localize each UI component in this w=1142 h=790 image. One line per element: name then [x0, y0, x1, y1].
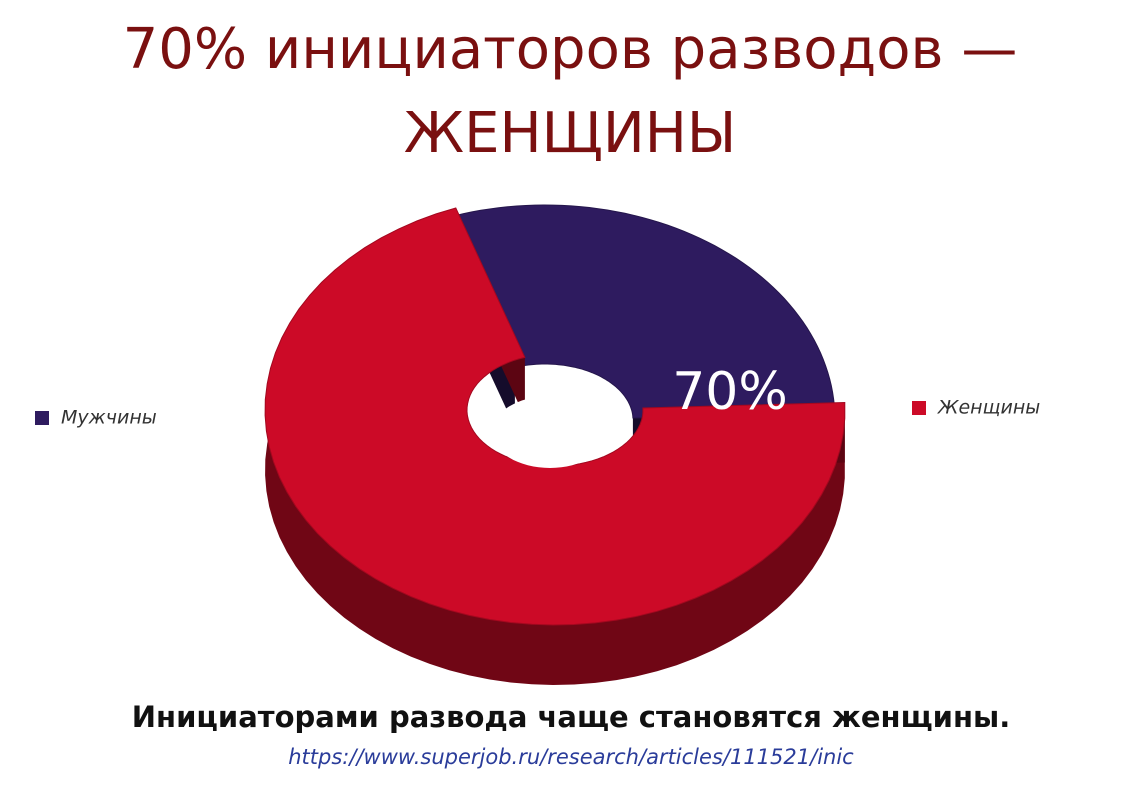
legend-label: Женщины	[937, 397, 1040, 419]
chart-title: 70% инициаторов разводов — ЖЕНЩИНЫ	[122, 17, 1018, 166]
donut-hole	[492, 396, 608, 468]
legend-swatch	[35, 411, 49, 425]
legend-swatch	[912, 401, 926, 415]
slice	[445, 204, 836, 419]
value-label: 70%	[672, 362, 788, 422]
source-link: https://www.superjob.ru/research/article…	[288, 745, 854, 769]
caption: Инициаторами развода чаще становятся жен…	[131, 700, 1011, 734]
legend-label: Мужчины	[61, 407, 157, 429]
